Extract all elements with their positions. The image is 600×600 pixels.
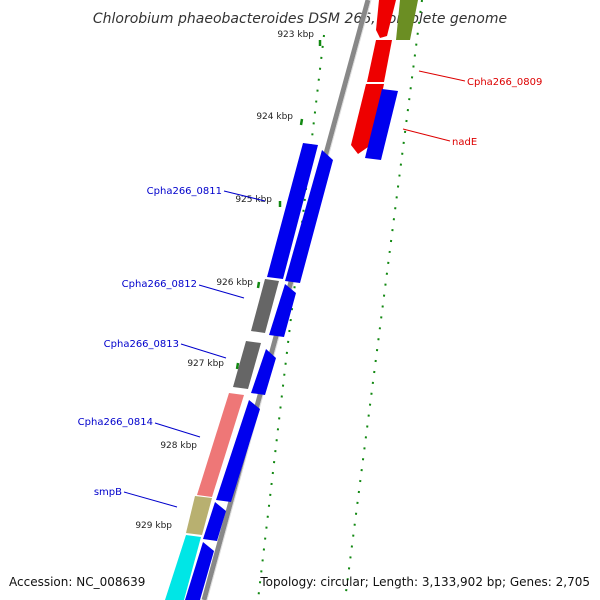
- leader-smpb: [123, 491, 178, 508]
- gene-smpb: [186, 496, 212, 535]
- gene-label-cpha266-0812: Cpha266_0812: [122, 279, 197, 290]
- gene-cpha266-0809-body: [367, 40, 392, 82]
- tick-927: [235, 362, 240, 370]
- tick-label-924: 924 kbp: [256, 112, 293, 122]
- gene-label-smpb: smpB: [94, 487, 122, 498]
- gene-cpha266-0811-b: [285, 150, 333, 283]
- gene-label-cpha266-0814: Cpha266_0814: [78, 417, 153, 428]
- olive-feature: [396, 0, 418, 40]
- gene-cpha266-0809: [376, 0, 396, 38]
- accession-text: Accession: NC_008639: [9, 575, 145, 589]
- outer-guide-ring: [257, 34, 325, 600]
- gene-smpb-b: [203, 502, 226, 541]
- gene-nade-a: [351, 84, 384, 154]
- gene-cpha266-0813-b: [251, 349, 276, 395]
- gene-cpha266-0813: [233, 341, 261, 389]
- map-title: Chlorobium phaeobacteroides DSM 266, com…: [93, 11, 507, 27]
- gene-cpha266-0814-b: [216, 400, 260, 502]
- inner-guide-ring: [344, 0, 423, 600]
- leader-nade: [402, 128, 451, 142]
- tick-926: [256, 281, 261, 289]
- forward-strand-features: [165, 143, 333, 600]
- topology-text: Topology: circular; Length: 3,133,902 bp…: [259, 575, 590, 589]
- gene-label-leaders: [123, 70, 466, 508]
- tick-label-927: 927 kbp: [187, 359, 224, 369]
- tick-label-928: 928 kbp: [160, 441, 197, 451]
- tick-label-923: 923 kbp: [277, 30, 314, 40]
- gene-label-nade: nadE: [452, 137, 477, 148]
- gene-labels: Cpha266_0809 nadE Cpha266_0811 Cpha266_0…: [78, 77, 543, 498]
- tick-label-929: 929 kbp: [135, 521, 172, 531]
- leader-cpha266-0813: [180, 343, 227, 359]
- gene-label-cpha266-0813: Cpha266_0813: [104, 339, 179, 350]
- tick-924: [299, 118, 304, 126]
- leader-cpha266-0814: [154, 422, 201, 438]
- gene-cpha266-0812-b: [269, 284, 296, 337]
- leader-cpha266-0811: [223, 190, 266, 202]
- leader-cpha266-0812: [198, 284, 245, 299]
- cyan-feature: [165, 535, 201, 600]
- reverse-strand-features: [351, 0, 418, 160]
- tick-label-925: 925 kbp: [235, 195, 272, 205]
- tick-label-926: 926 kbp: [216, 278, 253, 288]
- gene-cpha266-0814: [197, 393, 244, 497]
- gene-cpha266-0811: [267, 143, 318, 279]
- gene-label-cpha266-0811: Cpha266_0811: [147, 186, 222, 197]
- leader-cpha266-0809: [418, 70, 466, 82]
- gene-cpha266-0812: [251, 279, 279, 333]
- gene-nade-b: [365, 89, 398, 160]
- tick-labels: 923 kbp 924 kbp 925 kbp 926 kbp 927 kbp …: [135, 30, 314, 531]
- gene-forward-last: [185, 542, 214, 600]
- gene-label-cpha266-0809: Cpha266_0809: [467, 77, 542, 88]
- dotted-guide-rings: [257, 0, 423, 600]
